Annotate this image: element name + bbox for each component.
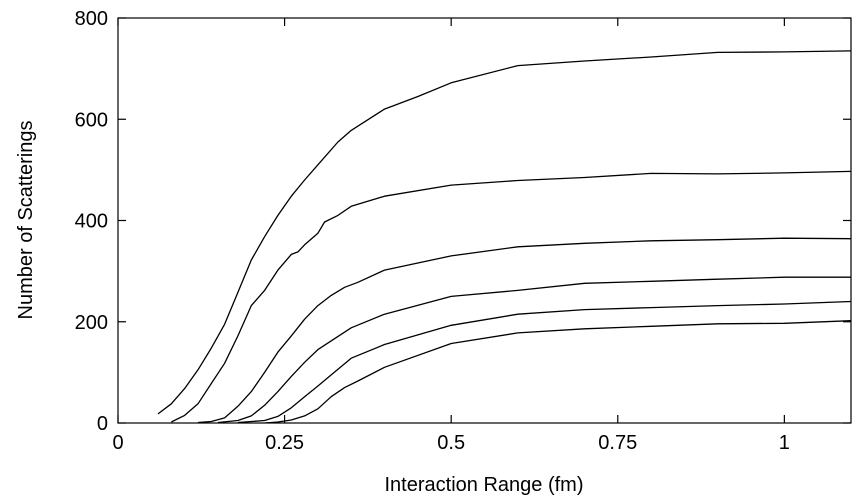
ticks-layer: [117, 17, 851, 424]
y-tick-label: 0: [97, 413, 108, 435]
series-line-5: [237, 300, 851, 423]
y-tick-label: 600: [75, 109, 108, 131]
series-line-3: [197, 237, 851, 423]
x-tick-label: 0.75: [598, 432, 637, 454]
y-axis-title: Number of Scatterings: [15, 121, 37, 320]
x-axis-title: Interaction Range (fm): [385, 474, 584, 496]
series-layer: [157, 50, 851, 423]
x-tick-label: 0.5: [437, 432, 465, 454]
y-tick-label: 200: [75, 312, 108, 334]
tick-labels: 0 0.25 0.5 0.75 1 0 200 400 600 800: [75, 8, 790, 454]
series-line-4: [217, 276, 851, 423]
series-line-2: [171, 170, 851, 423]
x-tick-label: 0: [112, 432, 123, 454]
x-tick-label: 0.25: [265, 432, 304, 454]
plot-frame: [117, 17, 852, 424]
series-line-1: [157, 50, 851, 415]
y-tick-label: 800: [75, 8, 108, 30]
y-tick-label: 400: [75, 211, 108, 233]
x-tick-label: 1: [779, 432, 790, 454]
series-line-6: [264, 320, 851, 423]
